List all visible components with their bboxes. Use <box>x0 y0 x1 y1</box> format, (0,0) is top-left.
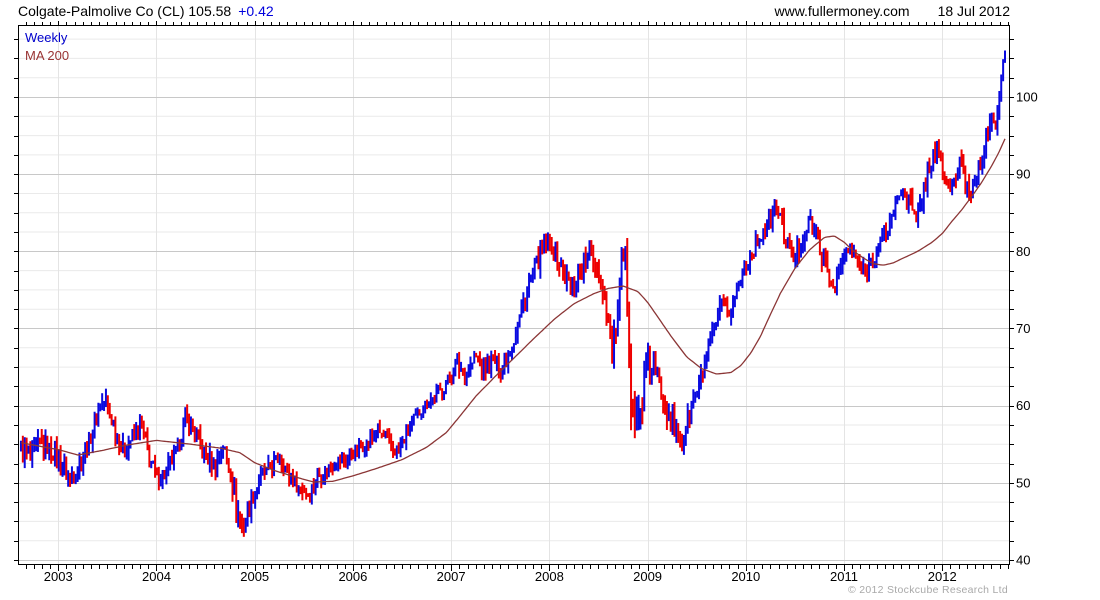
svg-text:90: 90 <box>1016 167 1030 182</box>
svg-text:80: 80 <box>1016 244 1030 259</box>
svg-text:50: 50 <box>1016 475 1030 490</box>
instrument-title: Colgate-Palmolive Co (CL) 105.58 <box>18 3 232 19</box>
svg-text:2006: 2006 <box>338 569 367 584</box>
site-url: www.fullermoney.com <box>774 3 910 19</box>
chart-header: Colgate-Palmolive Co (CL) 105.58 +0.42 w… <box>18 3 1010 19</box>
svg-text:2008: 2008 <box>535 569 564 584</box>
copyright-notice: © 2012 Stockcube Research Ltd <box>847 584 1008 596</box>
svg-text:2005: 2005 <box>240 569 269 584</box>
chart-legend: Weekly MA 200 <box>25 29 69 65</box>
svg-text:2003: 2003 <box>44 569 73 584</box>
chart-date: 18 Jul 2012 <box>937 3 1010 19</box>
svg-text:70: 70 <box>1016 321 1030 336</box>
svg-text:2007: 2007 <box>437 569 466 584</box>
svg-text:60: 60 <box>1016 398 1030 413</box>
svg-text:2004: 2004 <box>142 569 171 584</box>
legend-ma200-label: MA 200 <box>25 48 70 63</box>
svg-text:2010: 2010 <box>731 569 760 584</box>
svg-text:100: 100 <box>1016 89 1038 104</box>
svg-text:2009: 2009 <box>633 569 662 584</box>
svg-text:40: 40 <box>1016 552 1030 567</box>
svg-text:2011: 2011 <box>830 569 858 584</box>
svg-text:2012: 2012 <box>928 569 957 584</box>
price-change: +0.42 <box>238 3 274 19</box>
legend-weekly-label: Weekly <box>25 30 68 45</box>
